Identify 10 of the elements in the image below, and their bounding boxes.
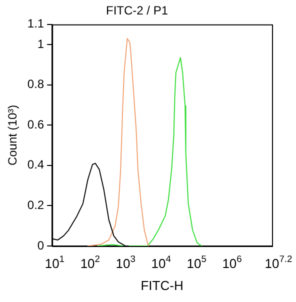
y-axis-title: Count (10³) xyxy=(6,104,20,166)
y-tick-label: 0.8 xyxy=(27,77,44,92)
y-tick-label: 0.6 xyxy=(27,117,44,132)
y-tick-label: 0 xyxy=(37,238,44,252)
y-tick-label: 1 xyxy=(37,36,44,51)
y-tick-label: 1.1 xyxy=(27,16,44,31)
y-tick-label: 0.2 xyxy=(27,198,44,212)
x-axis-title: FITC-H xyxy=(140,278,184,293)
chart-title: FITC-2 / P1 xyxy=(106,4,168,18)
y-tick-label: 0.4 xyxy=(27,158,44,172)
